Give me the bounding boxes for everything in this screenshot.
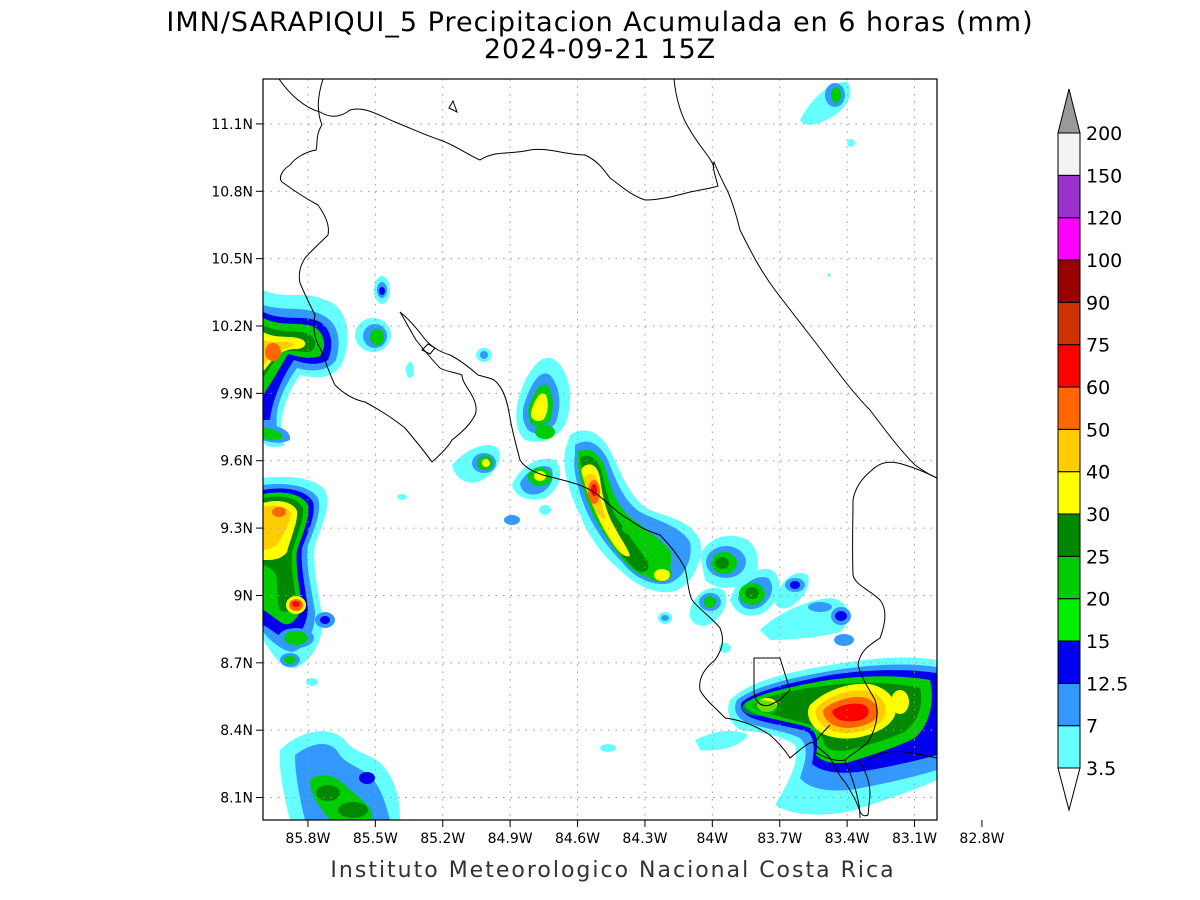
- colorbar-swatch: [1057, 471, 1081, 515]
- island-chira: [421, 343, 436, 355]
- tick-label-lon: 85.8W: [285, 831, 330, 847]
- tick-label-lon: 84.6W: [555, 831, 600, 847]
- tick-label-lat: 9.3N: [220, 521, 253, 537]
- border-costa-rica-nicaragua: [753, 657, 791, 707]
- colorbar-swatch: [1057, 725, 1081, 769]
- coastline-panama-gulf: [867, 750, 937, 761]
- map-frame: [262, 78, 938, 821]
- colorbar-over-triangle: [1057, 88, 1081, 134]
- precip-cluster-northeast: [800, 81, 855, 277]
- border-panama: [814, 461, 937, 761]
- colorbar-level-label: 30: [1086, 504, 1110, 526]
- footer-credit: Instituto Meteorologico Nacional Costa R…: [330, 858, 895, 883]
- colorbar-swatch: [1057, 174, 1081, 219]
- colorbar-level-label: 200: [1086, 123, 1122, 145]
- colorbar-swatch: [1057, 428, 1081, 473]
- tick-label-lon: 85.2W: [420, 831, 465, 847]
- tick-label-lat: 11.1N: [211, 117, 253, 133]
- coastline-burica: [814, 724, 871, 819]
- coastline-osa: [724, 717, 869, 817]
- axis-ticks: 85.8W 85.5W 85.2W 84.9W 84.6W 84.3W 84W 83.7W 83…: [211, 117, 1004, 847]
- colorbar-level-label: 3.5: [1086, 758, 1116, 780]
- precip-cluster-southeast: [600, 535, 937, 815]
- colorbar-level-label: 100: [1086, 250, 1122, 272]
- tick-label-lon: 84.9W: [488, 831, 533, 847]
- colorbar-level-label: 90: [1086, 292, 1110, 314]
- colorbar-level-label: 25: [1086, 546, 1110, 568]
- map-panel: 85.8W 85.5W 85.2W 84.9W 84.6W 84.3W 84W 83.7W 83…: [211, 78, 1005, 847]
- colorbar-swatch: [1057, 301, 1081, 346]
- tick-label-lat: 10.2N: [211, 319, 253, 335]
- tick-label-lat: 10.5N: [211, 252, 253, 268]
- colorbar-level-label: 120: [1086, 208, 1122, 230]
- colorbar-level-label: 40: [1086, 462, 1110, 484]
- tick-label-lat: 8.4N: [220, 723, 253, 739]
- colorbar-level-label: 7: [1086, 716, 1098, 738]
- colorbar-swatch: [1057, 598, 1081, 642]
- tick-label-lon: 82.8W: [959, 831, 1004, 847]
- precip-cluster-nicoya-south: [263, 476, 335, 669]
- tick-label-lon: 84.3W: [622, 831, 667, 847]
- tick-label-lat: 9.6N: [220, 454, 253, 470]
- colorbar-level-label: 12.5: [1086, 673, 1128, 695]
- coastline-nicaragua-lake: [278, 79, 726, 201]
- colorbar-level-label: 50: [1086, 419, 1110, 441]
- tick-label-lat: 9N: [234, 588, 253, 604]
- tick-label-lat: 8.1N: [220, 791, 253, 807]
- colorbar-level-label: 20: [1086, 589, 1110, 611]
- tick-label-lat: 10.8N: [211, 184, 253, 200]
- tick-label-lon: 83.1W: [892, 831, 937, 847]
- precip-cluster-osa: [279, 678, 400, 820]
- colorbar-swatch: [1057, 513, 1081, 557]
- map-subtitle: 2024-09-21 15Z: [484, 34, 716, 65]
- colorbar-swatch: [1057, 344, 1081, 388]
- coastline-pacific-north: [279, 79, 477, 463]
- precip-cluster-nicoya-north: [263, 276, 492, 448]
- colorbar-swatch: [1057, 386, 1081, 430]
- colorbar-level-label: 60: [1086, 377, 1110, 399]
- colorbar-level-label: 15: [1086, 631, 1110, 653]
- tick-label-lon: 83.7W: [757, 831, 802, 847]
- precipitation-fields: [263, 81, 937, 820]
- coastline-outlines: [278, 79, 937, 819]
- colorbar-swatch: [1057, 217, 1081, 261]
- coastline-caribbean: [673, 79, 937, 479]
- tick-label-lon: 84W: [696, 831, 728, 847]
- colorbar-swatch: [1057, 682, 1081, 727]
- colorbar-under-triangle: [1057, 767, 1081, 812]
- tick-label-lat: 8.7N: [220, 656, 253, 672]
- colorbar-swatch: [1057, 640, 1081, 684]
- colorbar-level-label: 75: [1086, 335, 1110, 357]
- colorbar-level-label: 150: [1086, 165, 1122, 187]
- tick-label-lon: 83.4W: [825, 831, 870, 847]
- colorbar-swatch: [1057, 555, 1081, 600]
- map-title: IMN/SARAPIQUI_5 Precipitacion Acumulada …: [166, 7, 1033, 38]
- colorbar-swatch: [1057, 259, 1081, 303]
- precip-cluster-central-band: [397, 357, 701, 624]
- colorbar-legend: 3.5 7 12.5 15 20 25 30 40 50 60 75 90 100 120 150 200: [1057, 88, 1128, 812]
- colorbar-swatch: [1057, 132, 1081, 176]
- tick-label-lon: 85.5W: [353, 831, 398, 847]
- island-small: [448, 99, 458, 114]
- tick-label-lat: 9.9N: [220, 386, 253, 402]
- coastline-gulf-nicoya: [399, 311, 726, 719]
